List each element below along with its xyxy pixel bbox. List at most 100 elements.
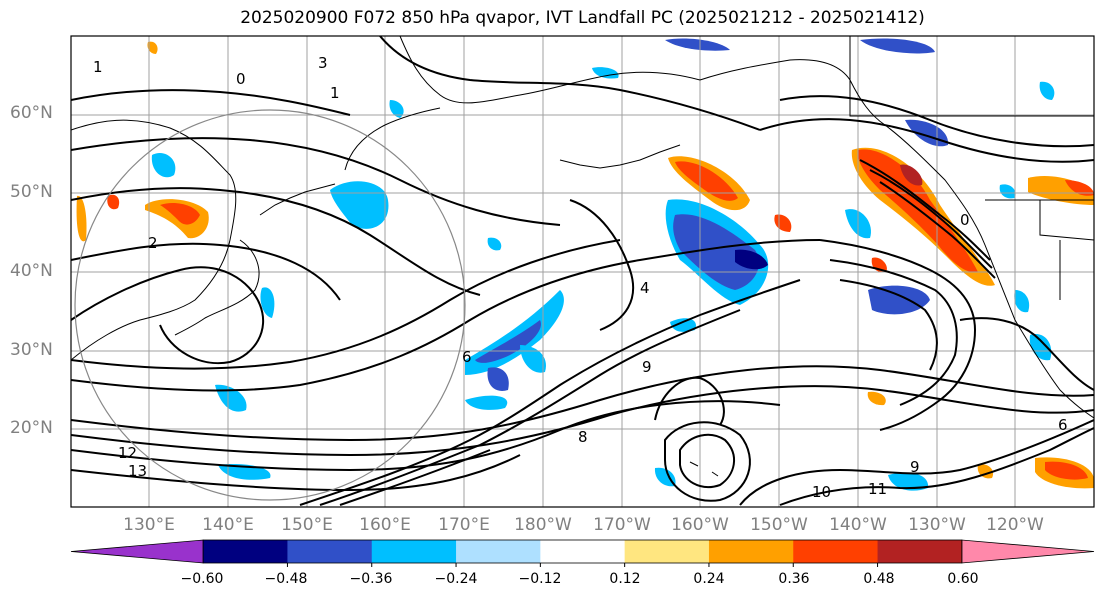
contour-line — [759, 118, 1094, 163]
coast-alaska — [699, 59, 886, 126]
lon-label: 180°W — [514, 515, 572, 535]
contour-line — [879, 181, 996, 279]
colorbar-segment — [793, 540, 879, 563]
coast-siberia — [399, 36, 701, 104]
contour-label: 6 — [462, 348, 472, 366]
shade-blob — [1014, 290, 1030, 313]
landfall-circle — [74, 109, 466, 501]
contour-line — [339, 449, 491, 506]
contour-label: 9 — [910, 458, 920, 476]
contour-line — [679, 433, 735, 488]
colorbar-segment — [624, 540, 710, 563]
lon-label: 150°W — [750, 515, 808, 535]
shade-blob — [900, 164, 923, 186]
colorbar-tick-label: −0.60 — [180, 571, 224, 587]
contour-label: 12 — [118, 444, 137, 462]
colorbar-extend-max — [961, 539, 1095, 564]
lat-label-60n: 60°N — [10, 103, 53, 123]
shade-blob — [487, 367, 509, 391]
shade-blob — [76, 195, 87, 242]
coast-hawaii — [689, 461, 719, 477]
colorbar-segment — [287, 540, 373, 563]
contour-line — [869, 169, 993, 269]
coast-japan — [174, 239, 260, 336]
contour-label: 10 — [812, 483, 831, 501]
contour-line — [819, 239, 977, 431]
contour-label: 13 — [128, 462, 147, 480]
contour-line — [379, 36, 761, 131]
contour-label: 1 — [330, 84, 340, 102]
contour-line — [71, 89, 351, 116]
contour-line — [319, 309, 741, 506]
lon-label: 170°E — [438, 515, 490, 535]
shade-blob — [487, 237, 502, 251]
us-borders — [985, 199, 1094, 300]
contour-line — [71, 266, 265, 365]
contour-line — [779, 95, 1094, 148]
shade-blob — [774, 214, 792, 232]
contour-line — [839, 279, 938, 371]
coast-aleutians — [559, 144, 681, 169]
shade-blob — [475, 320, 541, 363]
colorbar-tick-label: −0.36 — [349, 571, 393, 587]
contour-label: 0 — [960, 211, 970, 229]
colorbar-segment — [708, 540, 794, 563]
shade-blob — [215, 384, 247, 412]
contour-line — [71, 385, 1094, 457]
contour-label: 2 — [148, 234, 158, 252]
lat-label-50n: 50°N — [10, 182, 53, 202]
shade-blob — [999, 184, 1016, 199]
contour-line — [71, 239, 821, 392]
lon-label: 160°E — [359, 515, 411, 535]
shade-blob — [675, 161, 738, 201]
contour-line — [71, 187, 481, 296]
contour-line — [664, 421, 751, 502]
colorbar-tick-label: 0.24 — [693, 571, 725, 587]
shade-blob — [735, 249, 768, 270]
lon-label: 160°W — [671, 515, 729, 535]
contour-line — [859, 159, 991, 261]
plot-title: 2025020900 F072 850 hPa qvapor, IVT Land… — [240, 8, 925, 28]
shade-blob — [330, 181, 389, 229]
lat-label-20n: 20°N — [10, 418, 53, 438]
shade-blob — [389, 100, 404, 118]
contour-label: 4 — [640, 279, 650, 297]
colorbar-tick-label: 0.60 — [947, 571, 979, 587]
shade-blob — [665, 38, 730, 51]
shade-blob — [592, 67, 619, 79]
colorbar-tick-label: −0.24 — [434, 571, 478, 587]
contour-line — [779, 427, 1094, 506]
shade-blob — [520, 345, 546, 373]
shade-blob — [465, 395, 508, 410]
colorbar-tick-label: 0.48 — [863, 571, 895, 587]
contour-label: 3 — [318, 54, 328, 72]
contour-line — [71, 242, 341, 301]
shade-blob — [860, 38, 935, 54]
colorbar-tick-label: −0.12 — [518, 571, 562, 587]
shade-blob — [147, 41, 158, 54]
colorbar-extend-min — [70, 539, 204, 564]
colorbar-segment — [203, 540, 288, 563]
lon-label: 120°W — [986, 515, 1044, 535]
colorbar-segment — [371, 540, 457, 563]
contour-line — [71, 137, 561, 226]
lon-label: 150°E — [281, 515, 333, 535]
shade-blob — [1039, 81, 1055, 100]
coastlines — [71, 36, 1094, 477]
lon-label: 170°W — [593, 515, 651, 535]
shade-blob — [107, 194, 120, 210]
contour-line — [299, 279, 801, 506]
colorbar-frame — [202, 539, 963, 564]
coast-kamchatka — [344, 107, 441, 171]
canada-border-box — [849, 36, 1094, 117]
shade-blob — [1045, 461, 1088, 480]
shade-blob — [260, 287, 275, 318]
colorbar-segment — [877, 540, 963, 563]
colorbar-segment — [540, 540, 626, 563]
coast-asia — [71, 119, 237, 361]
shade-blob — [868, 285, 930, 315]
coast-namerica — [884, 124, 1094, 419]
shade-blob — [867, 391, 886, 406]
contour-line — [71, 400, 781, 472]
